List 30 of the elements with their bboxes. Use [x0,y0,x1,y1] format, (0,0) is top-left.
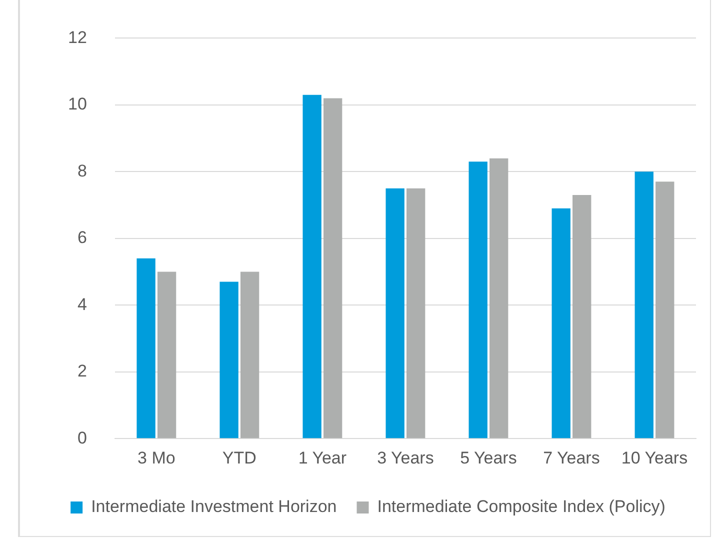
legend-label: Intermediate Composite Index (Policy) [377,497,666,516]
bar [157,272,176,438]
bar [468,162,488,438]
x-tick-label: 5 Years [460,448,517,468]
bar [386,188,404,438]
x-tick-label: 3 Mo [138,448,176,468]
bar [490,158,508,438]
bar [323,98,342,438]
bar [220,282,238,438]
y-tick-label: 2 [77,362,87,381]
x-tick-label: 10 Years [621,448,688,468]
legend-label: Intermediate Investment Horizon [91,497,337,516]
bar [136,258,156,438]
x-tick-label: 3 Years [377,448,434,468]
bar [634,172,654,438]
bar [302,94,322,438]
bar [572,195,592,438]
bar [406,188,426,438]
y-tick-label: 4 [77,294,87,314]
bar [656,182,674,438]
y-tick-label: 6 [77,228,87,248]
y-tick-label: 12 [68,28,87,47]
bar [240,272,260,438]
bar [552,208,570,438]
y-tick-label: 8 [77,161,87,180]
x-tick-label: 7 Years [543,448,600,468]
y-tick-label: 10 [68,94,87,114]
x-tick-label: 1 Year [298,448,347,468]
y-tick-label: 0 [77,428,87,448]
x-tick-label: YTD [222,448,256,468]
